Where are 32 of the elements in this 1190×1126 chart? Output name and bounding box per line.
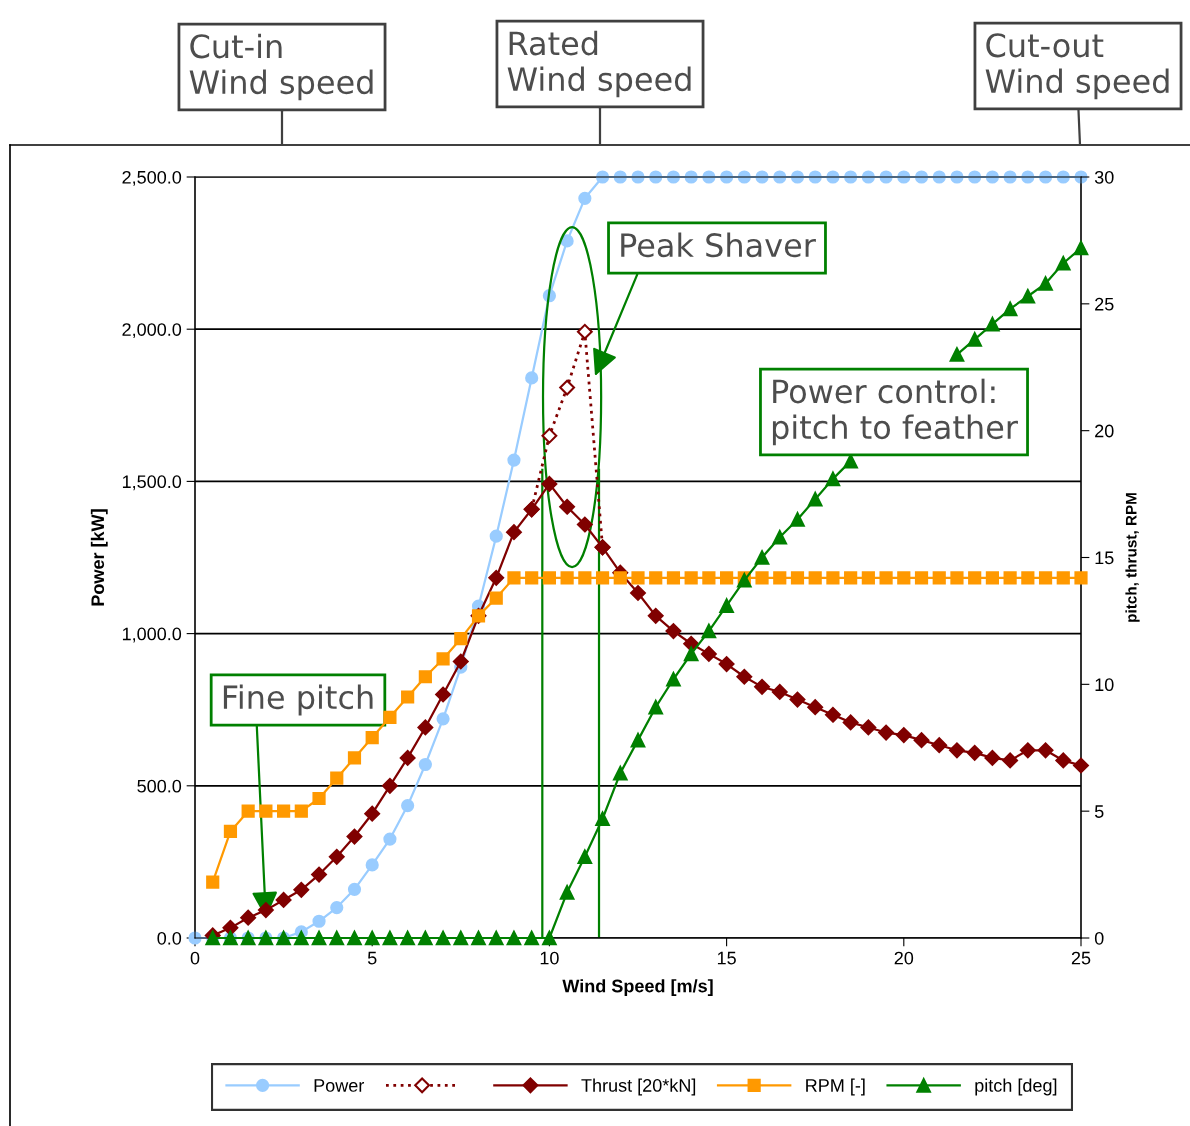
- y-tick-label: 0.0: [157, 931, 182, 945]
- annotation: Peak Shaver: [621, 232, 816, 258]
- text: Rated Wind speed: [507, 30, 691, 98]
- y2-tick-label: 25: [1095, 297, 1114, 311]
- y-tick-label: 1,000.0: [122, 627, 182, 643]
- x-tick-label: 25: [1071, 951, 1091, 965]
- y-tick-label: 2,000.0: [122, 323, 182, 339]
- annotation: Power control: pitch to feather: [772, 378, 1018, 446]
- x-tick-label: 15: [717, 951, 736, 965]
- y2-tick-label: 15: [1095, 551, 1114, 565]
- y2-tick-label: 5: [1094, 805, 1104, 818]
- legend-label: Thrust [20*kN]: [581, 1078, 696, 1096]
- y2-tick-label: 30: [1094, 170, 1114, 184]
- legend-label: RPM [-]: [806, 1078, 865, 1096]
- x-axis-title: Wind Speed [m/s]: [562, 979, 713, 996]
- x-tick-label: 10: [540, 951, 559, 965]
- legend-label: Power: [314, 1079, 365, 1092]
- y2-tick-label: 10: [1095, 678, 1114, 692]
- y-tick-label: 2,500.0: [122, 170, 182, 186]
- x-tick-label: 0: [190, 951, 200, 965]
- x-tick-label: 5: [367, 951, 377, 965]
- y2-tick-label: 20: [1095, 424, 1114, 438]
- text: Cut-in Wind speed: [189, 33, 373, 101]
- y2-tick-label: 0: [1094, 931, 1104, 945]
- annotation: Fine pitch: [223, 684, 373, 716]
- text: Cut-out Wind speed: [985, 33, 1169, 100]
- x-tick-label: 20: [894, 951, 914, 965]
- y2-axis-title: pitch, thrust, RPM: [1125, 493, 1140, 622]
- y-tick-label: 500.0: [137, 779, 182, 793]
- y-tick-label: 1,500.0: [122, 475, 182, 491]
- legend-label: pitch [deg]: [975, 1078, 1057, 1096]
- y-axis-title: Power [kW]: [90, 509, 108, 606]
